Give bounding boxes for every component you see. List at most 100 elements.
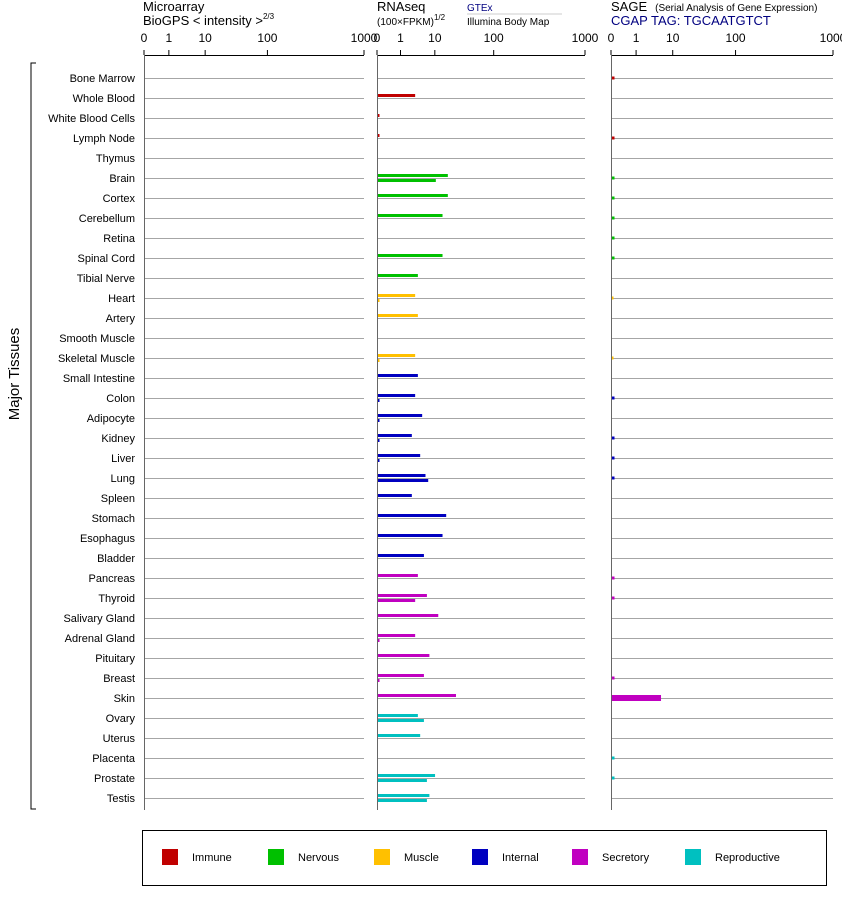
rnaseq-exponent: 1/2 [434,13,446,22]
tissue-label: Adrenal Gland [65,633,135,645]
rnaseq-ibm-bar [378,299,380,302]
microarray-tick-label: 0 [141,31,148,45]
tissue-label: Artery [106,313,136,325]
sage-bar [612,436,615,440]
microarray-tick-label: 10 [198,31,212,45]
rnaseq-gtex-bar [378,174,448,177]
rnaseq-gtex-bar [378,214,443,217]
tissue-label: Whole Blood [73,93,135,105]
rnaseq-ibm-bar [378,719,424,722]
rnaseq-gtex-bar [378,274,418,277]
sage-bar [612,776,615,780]
rnaseq-ibm-bar [378,639,380,642]
sage-bar [612,356,614,360]
rnaseq-gtex-bar [378,734,421,737]
rnaseq-header-line2: (100×FPKM)1/2 [377,13,446,28]
rnaseq-gtex-bar [378,714,418,717]
microarray-tick-label: 1 [166,31,173,45]
rnaseq-ibm-bar [378,419,380,422]
microarray-tick-label: 1000 [351,31,378,45]
rnaseq-gtex-bar [378,574,418,577]
rnaseq-gtex-bar [378,254,443,257]
tissue-label: Esophagus [80,533,136,545]
sage-tick-label: 10 [666,31,680,45]
tissue-label: Placenta [92,753,136,765]
sage-bar [612,76,615,80]
sage-bar [612,695,662,701]
rnaseq-ibm-bar [378,439,380,442]
tissue-label: Smooth Muscle [59,333,135,345]
rnaseq-gtex-bar [378,474,426,477]
rnaseq-gtex-bar [378,774,436,777]
sage-bar [612,216,615,220]
sage-bar [612,196,615,200]
legend-label-immune: Immune [192,852,232,864]
rnaseq-gtex-bar [378,114,380,117]
rnaseq-tick-label: 1 [397,31,404,45]
tissue-label: Tibial Nerve [77,273,135,285]
rnaseq-ibm-bar [378,479,429,482]
rnaseq-gtex-bar [378,354,416,357]
rnaseq-gtex-bar [378,534,443,537]
legend-label-internal: Internal [502,852,539,864]
tissue-label: Pancreas [89,573,136,585]
tissue-label: Stomach [92,513,135,525]
legend-label-muscle: Muscle [404,852,439,864]
tissue-label: Bladder [97,553,135,565]
tissue-label: Prostate [94,773,135,785]
rnaseq-source-ibm: Illumina Body Map [467,17,550,28]
legend-swatch-secretory [572,849,588,865]
tissue-label: Pituitary [95,653,135,665]
legend-label-nervous: Nervous [298,852,339,864]
major-tissues-label: Major Tissues [6,328,23,421]
tissue-label: Testis [107,793,136,805]
rnaseq-tick-label: 1000 [572,31,599,45]
rnaseq-ibm-bar [378,799,427,802]
rnaseq-ibm-bar [378,399,380,402]
legend-swatch-internal [472,849,488,865]
sage-bar [612,396,615,400]
major-tissues-bracket [30,62,36,810]
rnaseq-header-line1: RNAseq [377,0,425,14]
legend-swatch-reproductive [685,849,701,865]
rnaseq-gtex-bar [378,294,416,297]
sage-header-line1: SAGE (Serial Analysis of Gene Expression) [611,0,817,14]
rnaseq-gtex-bar [378,654,430,657]
tissue-label: Spinal Cord [78,253,135,265]
tissue-label: Uterus [103,733,136,745]
tissue-label: Small Intestine [63,373,135,385]
legend-swatch-immune [162,849,178,865]
microarray-header-line1: Microarray [143,0,205,14]
tissue-label: White Blood Cells [48,113,135,125]
tissue-label: Skin [114,693,135,705]
tissue-label: Kidney [101,433,135,445]
rnaseq-gtex-bar [378,374,418,377]
tissue-label: Cerebellum [79,213,135,225]
rnaseq-ibm-bar [378,779,427,782]
rnaseq-gtex-bar [378,94,416,97]
tissue-label: Lung [111,473,135,485]
rnaseq-ibm-bar [378,679,380,682]
rnaseq-gtex-bar [378,414,423,417]
rnaseq-gtex-bar [378,794,430,797]
rnaseq-gtex-bar [378,674,424,677]
rnaseq-gtex-bar [378,194,448,197]
sage-bar [612,476,615,480]
rnaseq-gtex-bar [378,434,412,437]
rnaseq-ibm-bar [378,359,380,362]
sage-bar [612,676,615,680]
sage-bar [612,756,615,760]
rnaseq-gtex-bar [378,594,427,597]
sage-tick-label: 0 [608,31,615,45]
rnaseq-gtex-bar [378,134,380,137]
tissue-label: Heart [108,293,135,305]
sage-bar [612,236,615,240]
sage-tick-label: 100 [726,31,746,45]
rnaseq-gtex-bar [378,494,412,497]
sage-bar [612,256,615,260]
sage-tick-label: 1 [633,31,640,45]
rnaseq-gtex-bar [378,454,421,457]
sage-bar [612,596,615,600]
tissue-label: Skeletal Muscle [58,353,135,365]
legend-swatch-nervous [268,849,284,865]
